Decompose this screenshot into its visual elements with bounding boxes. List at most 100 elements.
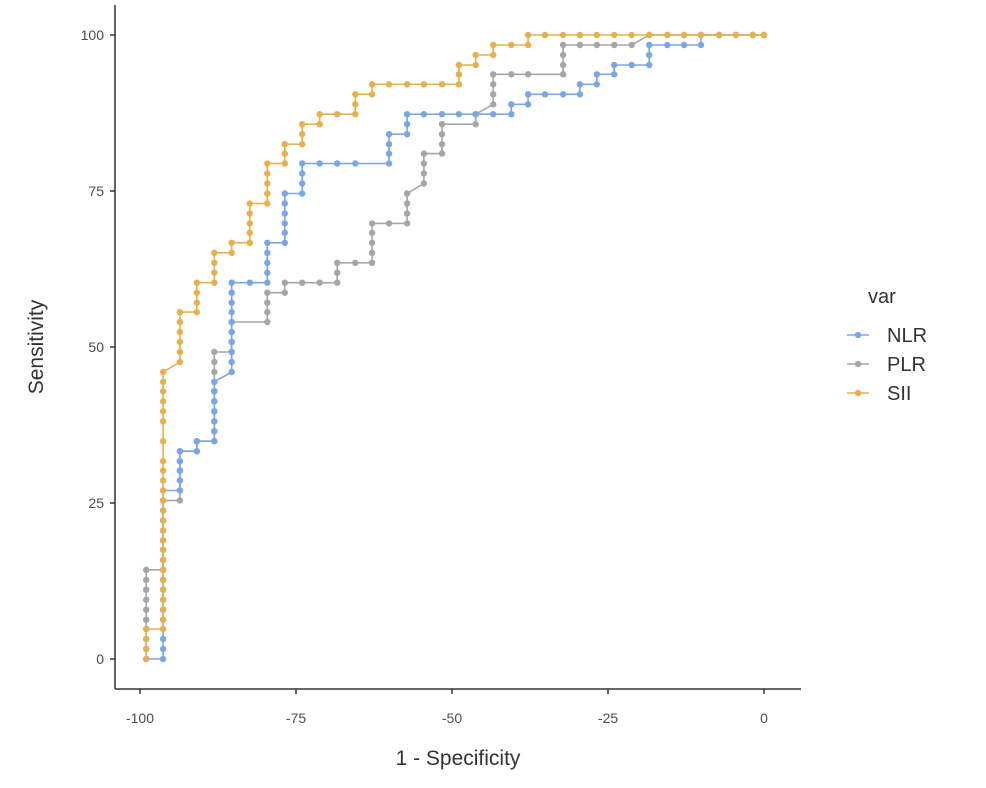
data-point-sii (246, 229, 253, 236)
legend-key-plr (847, 360, 869, 368)
legend-label-plr: PLR (887, 354, 926, 376)
data-point-sii (211, 249, 218, 256)
data-point-nlr (228, 328, 235, 336)
data-point-sii (176, 348, 184, 356)
data-point-plr (403, 200, 411, 207)
data-point-plr (559, 41, 567, 49)
data-point-nlr (316, 160, 323, 167)
data-point-sii (715, 31, 723, 39)
data-point-sii (159, 438, 167, 445)
x-tick-label: 0 (760, 710, 768, 726)
data-point-sii (438, 81, 446, 88)
data-point-sii (576, 31, 584, 39)
data-point-nlr (490, 111, 497, 118)
data-point-nlr (228, 348, 235, 356)
data-point-nlr (281, 239, 288, 246)
data-point-plr (576, 41, 584, 49)
data-point-sii (159, 596, 167, 603)
data-point-nlr (385, 150, 393, 157)
data-point-nlr (176, 458, 184, 465)
data-point-sii (299, 121, 306, 128)
data-point-plr (334, 279, 341, 286)
data-point-plr (211, 358, 218, 366)
data-point-sii (159, 418, 167, 425)
data-point-plr (143, 606, 150, 613)
data-point-nlr (508, 111, 515, 118)
data-point-plr (403, 210, 411, 217)
data-point-plr (403, 190, 411, 197)
data-point-sii (352, 101, 359, 108)
data-point-plr (420, 160, 428, 167)
data-point-sii (159, 606, 167, 613)
data-point-sii (472, 61, 479, 69)
data-point-sii (193, 308, 200, 316)
data-point-plr (438, 121, 446, 128)
legend-key-dot (854, 331, 862, 339)
data-point-plr (176, 497, 184, 504)
data-point-nlr (264, 279, 271, 286)
data-point-plr (438, 141, 446, 148)
data-point-nlr (385, 141, 393, 148)
data-point-plr (368, 249, 376, 256)
data-point-sii (264, 190, 271, 197)
y-tick-label: 75 (88, 183, 104, 199)
data-point-sii (299, 131, 306, 138)
data-point-sii (541, 31, 549, 39)
data-point-plr (559, 71, 567, 78)
data-point-plr (438, 131, 446, 138)
series-nlr (143, 31, 768, 663)
data-point-plr (352, 259, 359, 266)
data-point-sii (455, 61, 463, 69)
data-point-sii (159, 517, 167, 524)
series-line-plr (145, 34, 764, 659)
legend-key-dot (854, 360, 862, 368)
data-point-nlr (211, 438, 218, 445)
legend-title: var (868, 286, 896, 308)
data-point-plr (524, 71, 532, 78)
x-tick-label: -75 (286, 710, 306, 726)
y-tick-label: 100 (81, 27, 105, 43)
data-point-plr (211, 348, 218, 356)
data-point-sii (455, 81, 463, 88)
data-point-plr (143, 616, 150, 623)
data-point-plr (368, 220, 376, 227)
data-point-nlr (228, 338, 235, 346)
data-point-nlr (541, 91, 549, 98)
data-point-sii (455, 71, 463, 78)
data-point-sii (524, 31, 532, 39)
data-point-nlr (281, 210, 288, 217)
data-point-nlr (593, 81, 600, 88)
data-point-nlr (264, 259, 271, 266)
data-point-sii (316, 111, 323, 118)
data-point-sii (159, 458, 167, 465)
data-point-sii (749, 31, 756, 39)
data-point-sii (732, 31, 740, 39)
data-point-nlr (455, 111, 463, 118)
data-point-sii (211, 259, 218, 266)
data-point-sii (316, 121, 323, 128)
data-point-sii (159, 507, 167, 514)
data-point-plr (281, 279, 288, 286)
data-point-nlr (281, 200, 288, 207)
y-tick-label: 50 (88, 339, 104, 355)
data-point-sii (159, 497, 167, 504)
legend-key-sii (847, 389, 869, 397)
data-point-sii (760, 31, 768, 39)
legend: var NLR PLR SII (847, 286, 927, 405)
data-point-nlr (281, 229, 288, 236)
data-point-plr (368, 229, 376, 236)
data-point-plr (420, 170, 428, 177)
data-point-nlr (264, 239, 271, 246)
x-ticks: -100 -75 -50 -25 0 (126, 689, 768, 726)
data-point-plr (143, 576, 150, 583)
x-tick-label: -50 (442, 710, 462, 726)
data-point-sii (193, 279, 200, 286)
y-tick-label: 0 (96, 651, 104, 667)
data-point-plr (143, 586, 150, 593)
data-point-nlr (228, 358, 235, 366)
data-point-sii (159, 368, 167, 376)
data-point-sii (524, 41, 532, 49)
data-point-nlr (420, 111, 428, 118)
data-point-sii (334, 111, 341, 118)
